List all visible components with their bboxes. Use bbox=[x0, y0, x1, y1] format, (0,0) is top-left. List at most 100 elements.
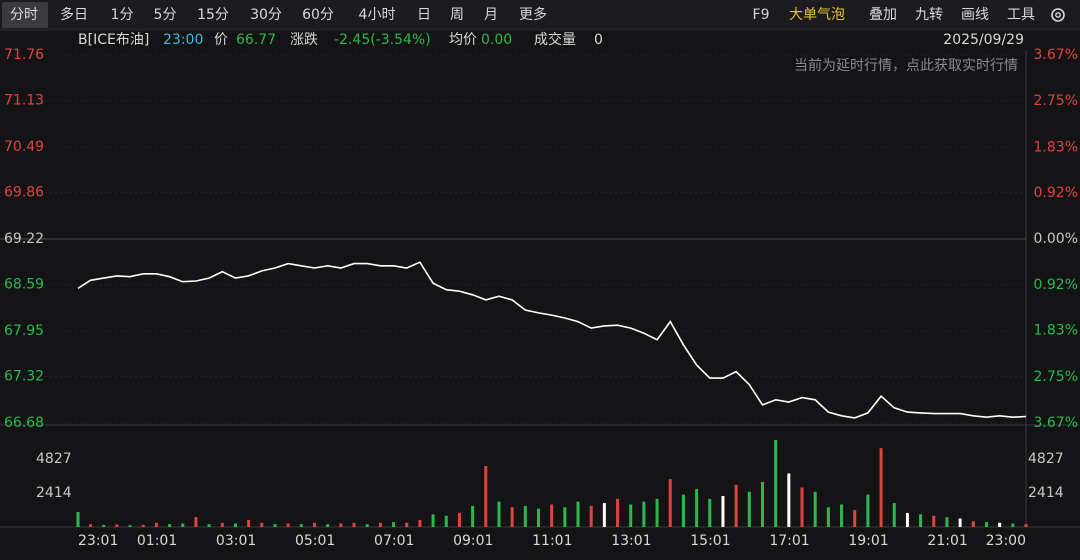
volume-bar bbox=[787, 473, 791, 527]
tool[interactable]: 画线 bbox=[961, 7, 989, 23]
y-tick-label: 71.76 bbox=[4, 47, 44, 63]
tab[interactable]: 60分 bbox=[302, 7, 334, 23]
tab[interactable]: 更多 bbox=[519, 6, 547, 23]
volume-bar bbox=[141, 524, 145, 527]
tab-selected bbox=[2, 2, 48, 28]
tool[interactable]: 工具 bbox=[1007, 7, 1035, 23]
volume-bar bbox=[326, 524, 330, 527]
volume-bar bbox=[313, 522, 317, 527]
x-tick-label: 09:01 bbox=[453, 533, 493, 549]
y2-tick-label: 0.92% bbox=[1034, 185, 1078, 201]
volume-bar bbox=[536, 508, 540, 527]
y-tick-label: 69.22 bbox=[4, 231, 44, 247]
y2-tick-label: 0.92% bbox=[1034, 277, 1078, 293]
tab[interactable]: 分时 bbox=[10, 7, 38, 23]
price: 66.77 bbox=[236, 32, 276, 48]
volume-tick-label-right: 4827 bbox=[1028, 451, 1064, 467]
volume-bar bbox=[629, 504, 633, 527]
settings-icon[interactable] bbox=[1051, 8, 1065, 22]
volume-bar bbox=[853, 510, 857, 527]
volume-bar bbox=[484, 466, 488, 527]
x-tick-label: 01:01 bbox=[137, 533, 177, 549]
volume-bar bbox=[444, 515, 448, 527]
volume-bar bbox=[471, 505, 475, 527]
x-tick-label: 15:01 bbox=[690, 533, 730, 549]
volume-bar bbox=[576, 501, 580, 527]
tab[interactable]: 多日 bbox=[60, 6, 88, 23]
y2-tick-label: 0.00% bbox=[1034, 231, 1078, 247]
volume-bar bbox=[128, 525, 132, 527]
volume-bar bbox=[286, 523, 290, 527]
volume: 0 bbox=[594, 32, 603, 48]
volume-bar bbox=[339, 523, 343, 527]
volume-bar bbox=[405, 522, 409, 527]
price-line bbox=[77, 261, 1027, 419]
volume-bar bbox=[1024, 524, 1028, 527]
volume-bar bbox=[602, 503, 606, 527]
volume-bar bbox=[299, 524, 303, 527]
volume-bar bbox=[958, 518, 962, 527]
volume-bar bbox=[168, 524, 172, 527]
volume-bar bbox=[457, 512, 461, 527]
x-tick-label: 07:01 bbox=[374, 533, 414, 549]
tab[interactable]: 4小时 bbox=[359, 7, 396, 23]
tool[interactable]: 叠加 bbox=[869, 7, 897, 23]
volume-bar bbox=[154, 522, 158, 527]
volume-bar bbox=[365, 524, 369, 527]
tab[interactable]: 月 bbox=[484, 7, 498, 23]
volume-bar bbox=[774, 439, 778, 527]
volume-bar bbox=[668, 479, 672, 527]
y-tick-label: 68.59 bbox=[4, 277, 44, 293]
volume-bar bbox=[708, 498, 712, 527]
y2-tick-label: 1.83% bbox=[1034, 323, 1078, 339]
volume-bar bbox=[826, 507, 830, 527]
y-tick-label: 70.49 bbox=[4, 139, 44, 155]
volume-bar bbox=[523, 505, 527, 527]
x-tick-label: 11:01 bbox=[532, 533, 572, 549]
symbol: B[ICE布油] bbox=[78, 32, 149, 48]
y2-tick-label: 3.67% bbox=[1034, 415, 1078, 431]
volume-bar bbox=[760, 481, 764, 527]
volume-bar bbox=[273, 524, 277, 527]
tab[interactable]: 5分 bbox=[154, 7, 177, 23]
volume-bar bbox=[905, 512, 909, 527]
tool[interactable]: F9 bbox=[753, 7, 770, 23]
volume-bar bbox=[984, 522, 988, 527]
volume-bar bbox=[102, 524, 106, 527]
y2-tick-label: 3.67% bbox=[1034, 47, 1078, 63]
volume-bar bbox=[840, 504, 844, 527]
y-tick-label: 69.86 bbox=[4, 185, 44, 201]
tool[interactable]: 大单气泡 bbox=[789, 7, 845, 23]
volume-bar bbox=[1011, 523, 1015, 527]
x-tick-label: 19:01 bbox=[848, 533, 888, 549]
toolbar bbox=[0, 0, 1080, 30]
volume-bar bbox=[879, 448, 883, 527]
tool[interactable]: 九转 bbox=[915, 7, 943, 23]
volume-bar bbox=[207, 524, 211, 527]
y2-tick-label: 2.75% bbox=[1034, 369, 1078, 385]
volume-bar bbox=[971, 521, 975, 527]
change: -2.45(-3.54%) bbox=[334, 32, 431, 48]
tab[interactable]: 1分 bbox=[111, 7, 134, 23]
date: 2025/09/29 bbox=[943, 32, 1024, 48]
volume-bar bbox=[233, 523, 237, 527]
volume-bar bbox=[721, 496, 725, 527]
time: 23:00 bbox=[163, 32, 203, 48]
y-tick-label: 67.32 bbox=[4, 369, 44, 385]
volume-bar bbox=[378, 522, 382, 527]
volume-bar bbox=[115, 524, 119, 527]
tab[interactable]: 30分 bbox=[250, 7, 282, 23]
volume-bar bbox=[220, 522, 224, 527]
x-tick-label: 05:01 bbox=[295, 533, 335, 549]
price-label: 价 bbox=[214, 32, 228, 48]
x-tick-label: 17:01 bbox=[769, 533, 809, 549]
tab[interactable]: 周 bbox=[450, 7, 464, 23]
tab[interactable]: 日 bbox=[417, 7, 431, 23]
volume-bar bbox=[998, 522, 1002, 527]
volume-bar bbox=[695, 488, 699, 527]
x-tick-label: 03:01 bbox=[216, 533, 256, 549]
delay-notice[interactable]: 当前为延时行情，点此获取实时行情 bbox=[794, 57, 1018, 74]
avg-label: 均价 bbox=[449, 32, 477, 48]
volume-bar bbox=[431, 514, 435, 527]
tab[interactable]: 15分 bbox=[197, 7, 229, 23]
